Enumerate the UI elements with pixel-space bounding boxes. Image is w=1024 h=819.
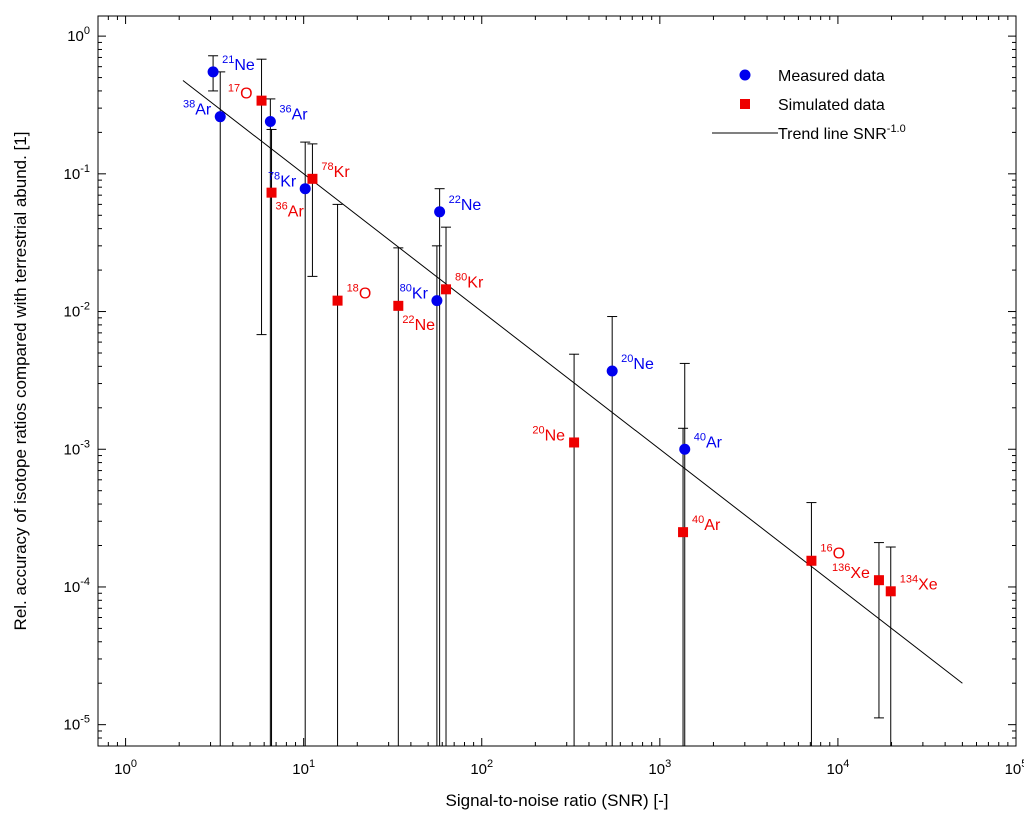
simulated-point <box>393 300 404 311</box>
measured-point <box>299 183 311 195</box>
trend-line-group <box>182 80 963 684</box>
isotope-label: 16O <box>820 543 845 563</box>
x-tick-label: 105 <box>1005 758 1024 778</box>
x-tick-label: 104 <box>827 758 850 778</box>
isotope-label: 21Ne <box>222 54 255 74</box>
trend-line <box>182 80 963 684</box>
plot-frame <box>97 15 1017 747</box>
simulated-point <box>441 284 452 295</box>
y-axis-title: Rel. accuracy of isotope ratios compared… <box>11 132 30 631</box>
isotope-label: 38Ar <box>183 99 212 119</box>
legend-label: Measured data <box>778 68 885 85</box>
y-tick-label: 10-2 <box>64 301 90 321</box>
point-labels: 21Ne 38Ar 36Ar 78Kr 22Ne 80Kr 20Ne 40Ar 17O 36Ar 7… <box>183 54 938 593</box>
simulated-point <box>806 555 817 566</box>
y-tick-label: 10-1 <box>64 163 90 183</box>
isotope-label: 20Ne <box>532 424 565 444</box>
axis-tick-labels: 100 101 102 103 104 105 100 10-1 10-2 10-3 10-4 10-… <box>64 25 1024 778</box>
isotope-label: 40Ar <box>692 514 721 534</box>
isotope-label: 20Ne <box>621 353 654 373</box>
measured-point <box>214 111 226 123</box>
simulated-point <box>332 295 343 306</box>
simulated-point <box>873 575 884 586</box>
simulated-point <box>569 437 580 448</box>
legend-marker-measured <box>739 69 751 81</box>
y-tick-label: 10-3 <box>64 438 90 458</box>
simulated-point <box>885 586 896 597</box>
legend: Measured data Simulated data Trend line SN… <box>712 68 906 143</box>
measured-point <box>207 66 219 78</box>
simulated-point <box>307 173 318 184</box>
isotope-label: 78Kr <box>268 171 297 191</box>
measured-point <box>264 115 276 127</box>
measured-point <box>434 206 446 218</box>
isotope-label: 80Kr <box>400 283 429 303</box>
legend-label: Trend line SNR-1.0 <box>778 123 906 143</box>
x-tick-label: 100 <box>114 758 137 778</box>
x-tick-label: 103 <box>648 758 671 778</box>
measured-point <box>679 443 691 455</box>
isotope-label: 136Xe <box>832 562 870 582</box>
isotope-label: 40Ar <box>694 431 723 451</box>
x-tick-label: 101 <box>292 758 315 778</box>
measured-point <box>606 365 618 377</box>
isotope-label: 18O <box>347 283 372 303</box>
y-tick-label: 10-4 <box>64 576 90 596</box>
isotope-label: 36Ar <box>276 201 305 221</box>
isotope-label: 36Ar <box>279 103 308 123</box>
simulated-point <box>678 527 689 538</box>
simulated-point <box>256 95 267 106</box>
y-tick-label: 100 <box>67 25 90 45</box>
isotope-label: 22Ne <box>402 314 435 334</box>
data-markers <box>207 66 896 597</box>
legend-label: Simulated data <box>778 97 885 114</box>
measured-point <box>431 295 443 307</box>
x-tick-label: 102 <box>470 758 493 778</box>
isotope-label: 78Kr <box>321 161 350 181</box>
isotope-label: 80Kr <box>455 271 484 291</box>
simulated-point <box>266 187 277 198</box>
isotope-label: 22Ne <box>449 194 482 214</box>
axis-ticks <box>97 16 1017 747</box>
y-tick-label: 10-5 <box>64 714 90 734</box>
isotope-label: 17O <box>228 83 253 103</box>
x-axis-title: Signal-to-noise ratio (SNR) [-] <box>446 791 669 810</box>
isotope-label: 134Xe <box>900 573 938 593</box>
error-bars <box>208 55 896 746</box>
legend-marker-simulated <box>740 99 750 109</box>
